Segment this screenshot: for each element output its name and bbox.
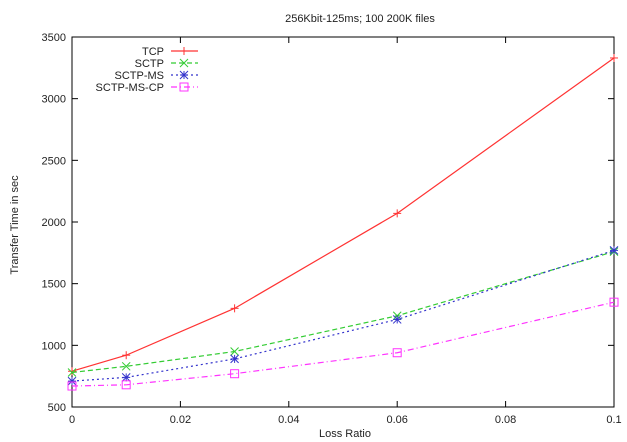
legend-label: SCTP-MS	[115, 70, 165, 82]
legend-marker	[179, 82, 189, 92]
plot-area: 500 1000 1500 2000 2500 3000 3500 0 0.02 0.04 0.06…	[42, 32, 622, 426]
legend-marker	[179, 58, 189, 68]
series-tcp	[68, 53, 618, 376]
y-tick-label: 3000	[42, 94, 66, 106]
data-point-marker	[67, 381, 77, 391]
data-point-marker	[392, 315, 402, 324]
y-tick-label: 2000	[42, 217, 66, 229]
chart-title: 256Kbit-125ms; 100 200K files	[285, 13, 435, 25]
series-line	[71, 251, 615, 374]
y-tick-label: 1000	[42, 340, 66, 352]
y-tick-label: 2500	[42, 155, 66, 167]
data-point-marker	[121, 373, 131, 382]
data-point-marker	[609, 297, 619, 307]
legend-marker	[179, 70, 189, 80]
series-sctp-ms-cp	[67, 297, 619, 391]
x-axis-label: Loss Ratio	[319, 428, 371, 440]
x-tick-label: 0.1	[606, 414, 621, 426]
x-tick-label: 0	[69, 414, 75, 426]
x-tick-label: 0.06	[386, 414, 407, 426]
data-point-marker	[121, 361, 131, 371]
data-point-marker	[67, 368, 77, 377]
data-point-marker	[230, 369, 240, 379]
legend-label: SCTP	[135, 58, 164, 70]
y-axis-label: Transfer Time in sec	[9, 175, 21, 275]
data-point-marker	[230, 354, 239, 364]
data-point-marker	[609, 246, 619, 255]
series-line	[71, 249, 615, 382]
series-sctp	[67, 247, 619, 377]
legend-label: TCP	[142, 46, 164, 58]
y-tick-label: 500	[48, 402, 66, 414]
data-point-marker	[67, 376, 77, 386]
series-sctp-ms	[67, 246, 619, 386]
data-point-marker	[121, 380, 131, 390]
x-tick-label: 0.02	[170, 414, 191, 426]
legend-label: SCTP-MS-CP	[96, 82, 164, 94]
data-point-marker	[230, 347, 239, 356]
y-tick-label: 3500	[42, 32, 66, 44]
y-tick-label: 1500	[42, 279, 66, 291]
series-line	[71, 57, 615, 372]
data-point-marker	[392, 348, 402, 358]
x-tick-label: 0.08	[495, 414, 516, 426]
x-tick-label: 0.04	[278, 414, 299, 426]
